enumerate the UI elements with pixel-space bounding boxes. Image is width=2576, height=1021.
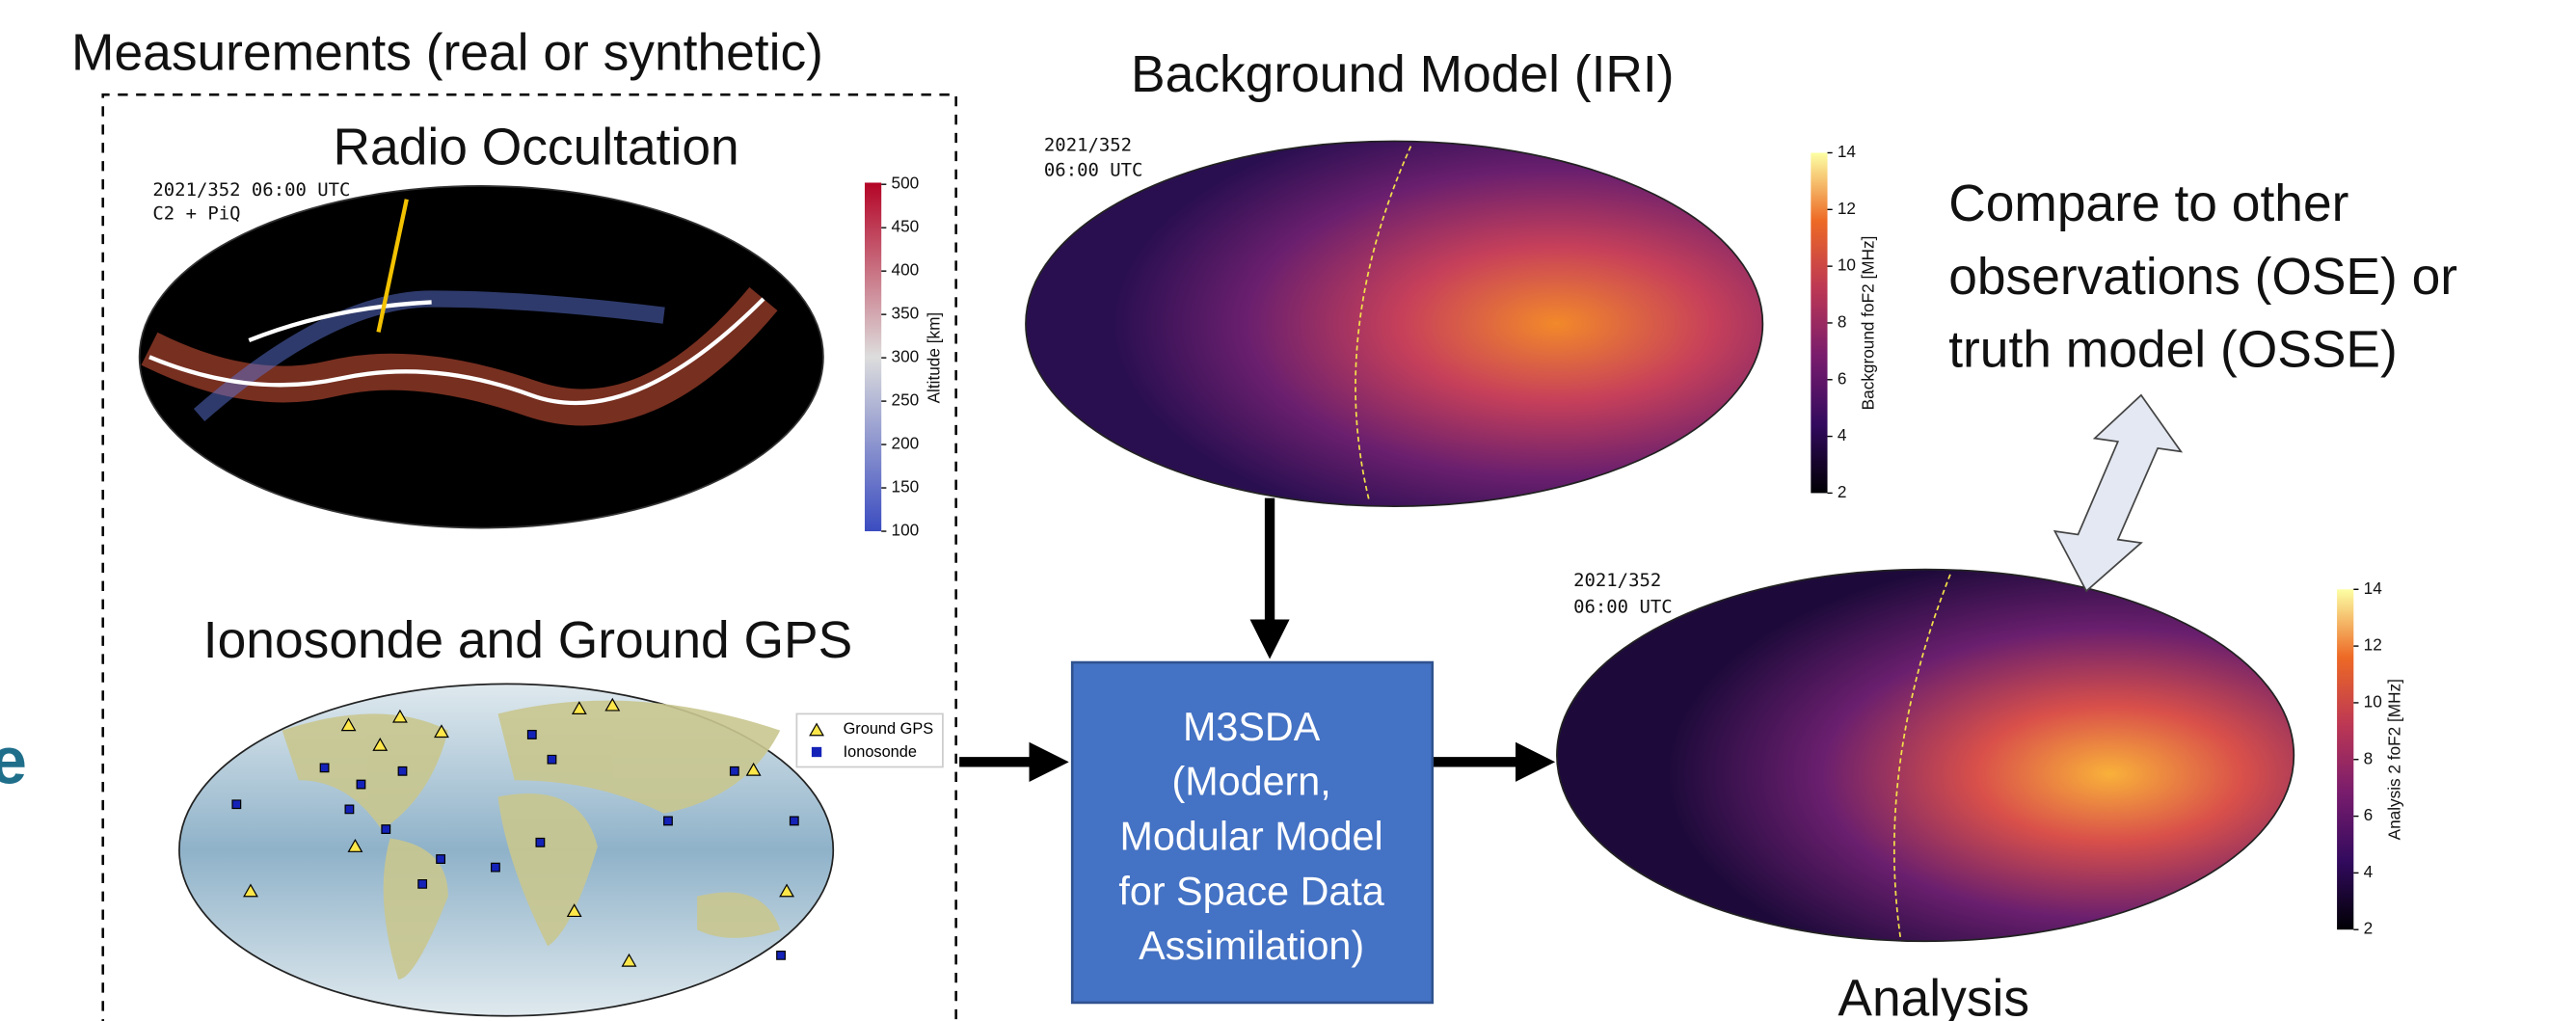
colorbar-tick-label: 2 [1838,482,1847,501]
colorbar-tick-label: 250 [892,390,920,410]
analysis-title: Analysis [1838,971,2029,1021]
compare-text: Compare to other [1948,175,2348,232]
legend-label: Ground GPS [844,720,934,738]
colorbar-tick-label: 4 [1838,425,1847,444]
double-arrow [2054,395,2181,591]
diagram: e Measurements (real or synthetic) Radio… [0,0,2576,1021]
background-title: Background Model (IRI) [1131,46,1674,103]
legend-marker [812,747,821,757]
m3sda-text: M3SDA [1183,705,1321,749]
colorbar-ticks: 500 450 400 350 300 250 200 150 100 Altitude [km] [881,174,943,540]
colorbar-tick-label: 350 [892,304,920,323]
an-timestamp: 2021/352 [1573,570,1661,591]
bg-timestamp: 06:00 UTC [1044,160,1143,181]
colorbar-tick-label: 450 [892,217,920,236]
colorbar-tick-label: 8 [1838,312,1847,332]
colorbar-tick-label: 10 [1838,255,1856,275]
analysis-map [1557,570,2294,942]
ro-timestamp: 2021/352 06:00 UTC [152,179,350,201]
colorbar-tick-label: 10 [2364,691,2382,711]
background-map [1026,141,1762,506]
colorbar-tick-label: 200 [892,434,920,453]
compare-text: observations (OSE) or [1948,249,2457,306]
measurements-title: Measurements (real or synthetic) [71,24,823,81]
colorbar-tick-label: 14 [1838,142,1857,161]
ro-timestamp: C2 + PiQ [152,202,240,224]
bg-timestamp: 2021/352 [1044,135,1132,156]
colorbar-tick-label: 150 [892,477,920,497]
colorbar-tick-label: 300 [892,347,920,366]
compare-text: truth model (OSSE) [1948,322,2398,379]
ro-colorbar [865,182,881,531]
legend-label: Ionosonde [844,743,917,761]
m3sda-text: Modular Model [1120,815,1383,859]
m3sda-text: Assimilation) [1139,924,1364,968]
colorbar-tick-label: 8 [2364,748,2374,767]
m3sda-text: for Space Data [1118,869,1383,913]
colorbar-tick-label: 14 [2364,578,2383,598]
colorbar-label: Analysis 2 foF2 [MHz] [2385,679,2404,840]
colorbar-tick-label: 4 [2364,862,2374,881]
colorbar-label: Altitude [km] [924,312,943,404]
colorbar-ticks: 14 12 10 8 6 4 2 Background foF2 [MHz] [1828,142,1878,501]
iono-title: Ionosonde and Ground GPS [203,612,852,669]
colorbar-tick-label: 12 [2364,635,2382,655]
colorbar-tick-label: 12 [1838,199,1856,218]
colorbar-label: Background foF2 [MHz] [1859,236,1878,411]
an-timestamp: 06:00 UTC [1573,596,1673,617]
ro-title: Radio Occultation [334,120,739,176]
colorbar-ticks: 14 12 10 8 6 4 2 Analysis 2 foF2 [MHz] [2353,578,2403,938]
m3sda-text: (Modern, [1171,760,1330,804]
colorbar-tick-label: 2 [2364,919,2374,938]
colorbar-tick-label: 100 [892,521,920,540]
side-fragment: e [0,724,27,798]
colorbar-tick-label: 500 [892,174,920,193]
colorbar-tick-label: 6 [2364,805,2374,824]
bg-colorbar [1811,152,1827,493]
colorbar-tick-label: 6 [1838,368,1847,388]
colorbar-tick-label: 400 [892,260,920,280]
an-colorbar [2337,589,2353,929]
